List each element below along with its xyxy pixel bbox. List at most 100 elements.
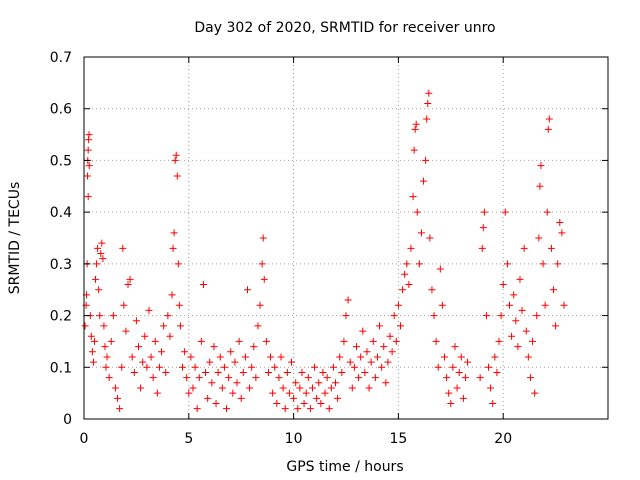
data-point: [423, 115, 431, 123]
y-tick-label: 0.6: [50, 102, 72, 118]
data-point: [560, 301, 568, 309]
data-point: [367, 358, 375, 366]
data-point: [537, 162, 545, 170]
data-point: [172, 151, 180, 159]
data-point: [273, 399, 281, 407]
data-point: [195, 374, 203, 382]
data-point: [168, 291, 176, 299]
data-point: [275, 374, 283, 382]
data-point: [436, 265, 444, 273]
data-point: [304, 374, 312, 382]
data-point: [137, 384, 145, 392]
data-point: [531, 389, 539, 397]
axis-ticks: 0 5 10 15 20 0 0.1 0.2 0.3 0.4 0.5 0.6 0.7: [50, 50, 608, 447]
data-point: [380, 343, 388, 351]
data-point: [160, 322, 168, 330]
data-point: [109, 312, 117, 320]
data-point: [233, 379, 241, 387]
data-point: [441, 353, 449, 361]
data-point: [164, 312, 172, 320]
data-point: [340, 337, 348, 345]
data-point: [399, 286, 407, 294]
data-point: [169, 244, 177, 252]
data-point: [363, 348, 371, 356]
data-point: [171, 156, 179, 164]
data-point: [89, 358, 97, 366]
data-point: [489, 399, 497, 407]
data-point: [248, 363, 256, 371]
data-point: [350, 363, 358, 371]
data-point: [447, 399, 455, 407]
data-point: [170, 229, 178, 237]
data-point: [90, 337, 98, 345]
data-point: [84, 193, 92, 201]
data-point: [235, 337, 243, 345]
data-point: [535, 234, 543, 242]
data-point: [321, 389, 329, 397]
data-point: [313, 394, 321, 402]
chart-title: Day 302 of 2020, SRMTID for receiver unr…: [194, 20, 495, 36]
data-point: [357, 353, 365, 361]
data-point: [147, 353, 155, 361]
data-point: [514, 343, 522, 351]
data-point: [204, 394, 212, 402]
data-point: [522, 327, 530, 335]
data-point: [139, 358, 147, 366]
data-point: [449, 363, 457, 371]
data-point: [556, 218, 564, 226]
data-point: [285, 389, 293, 397]
data-point: [411, 125, 419, 133]
data-point: [92, 275, 100, 283]
data-point: [96, 312, 104, 320]
x-tick-label: 15: [389, 431, 407, 447]
data-point: [430, 312, 438, 320]
data-point: [382, 379, 390, 387]
data-point: [250, 343, 258, 351]
data-point: [434, 363, 442, 371]
data-point: [292, 379, 300, 387]
data-point: [445, 389, 453, 397]
data-point: [338, 368, 346, 376]
data-point: [428, 286, 436, 294]
data-point: [487, 384, 495, 392]
data-point: [111, 384, 119, 392]
data-point: [85, 131, 93, 139]
data-point: [373, 353, 381, 361]
data-point: [547, 244, 555, 252]
data-point: [390, 312, 398, 320]
data-point: [369, 337, 377, 345]
data-point: [344, 296, 352, 304]
y-tick-label: 0.5: [50, 153, 72, 169]
data-point: [319, 368, 327, 376]
data-point: [212, 399, 220, 407]
data-point: [384, 358, 392, 366]
data-point: [401, 270, 409, 278]
data-point: [174, 260, 182, 268]
data-point: [459, 394, 467, 402]
data-point: [461, 374, 469, 382]
data-point: [512, 317, 520, 325]
data-point: [81, 322, 89, 330]
data-point: [543, 208, 551, 216]
data-point: [327, 384, 335, 392]
data-point: [223, 405, 231, 413]
data-point: [210, 343, 218, 351]
data-point: [271, 363, 279, 371]
data-point: [495, 337, 503, 345]
data-point: [256, 301, 264, 309]
data-point: [438, 301, 446, 309]
data-point: [464, 358, 472, 366]
data-point: [323, 374, 331, 382]
data-point: [409, 193, 417, 201]
data-point: [99, 255, 107, 263]
data-point: [505, 301, 513, 309]
data-point: [267, 353, 275, 361]
data-point: [128, 353, 136, 361]
data-point: [220, 363, 228, 371]
data-point: [88, 348, 96, 356]
data-point: [378, 363, 386, 371]
data-point: [315, 379, 323, 387]
data-point: [365, 384, 373, 392]
data-point: [175, 301, 183, 309]
